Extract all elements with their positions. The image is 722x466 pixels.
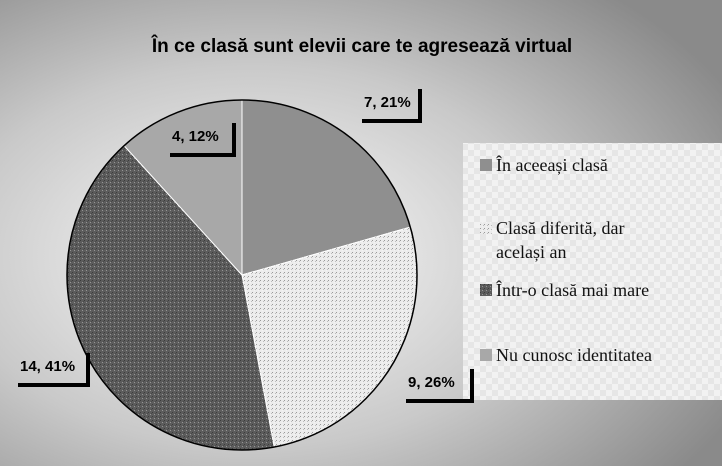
value-labels: 7, 21% 9, 26% 14, 41% 4, 12% [18,89,474,403]
legend-box [463,143,722,400]
pie [66,99,418,451]
value-label: 9, 26% [408,374,455,391]
slice-texture [67,145,275,450]
label-bracket [406,369,474,403]
swatch-texture [480,284,492,296]
pie-outline [66,99,418,451]
swatch-texture [480,222,492,234]
legend-label: Nu cunosc identitatea [496,345,652,365]
legend-label: Clasă diferită, dar același an [496,218,624,262]
legend-swatch [480,349,492,361]
legend-label: În aceeași clasă [496,154,608,175]
value-label: 7, 21% [364,94,411,111]
label-bracket [362,89,422,123]
legend-swatch [480,159,492,171]
slice-texture [242,227,417,448]
label-bracket [170,123,236,157]
value-label: 4, 12% [172,128,219,145]
value-label: 14, 41% [20,358,75,375]
chart-title: În ce clasă sunt elevii care te agreseaz… [151,35,572,57]
legend: În aceeași clasă Clasă diferită, dar acela… [480,154,652,365]
legend-label: Într-o clasă mai mare [496,279,649,300]
label-bracket [18,353,90,387]
